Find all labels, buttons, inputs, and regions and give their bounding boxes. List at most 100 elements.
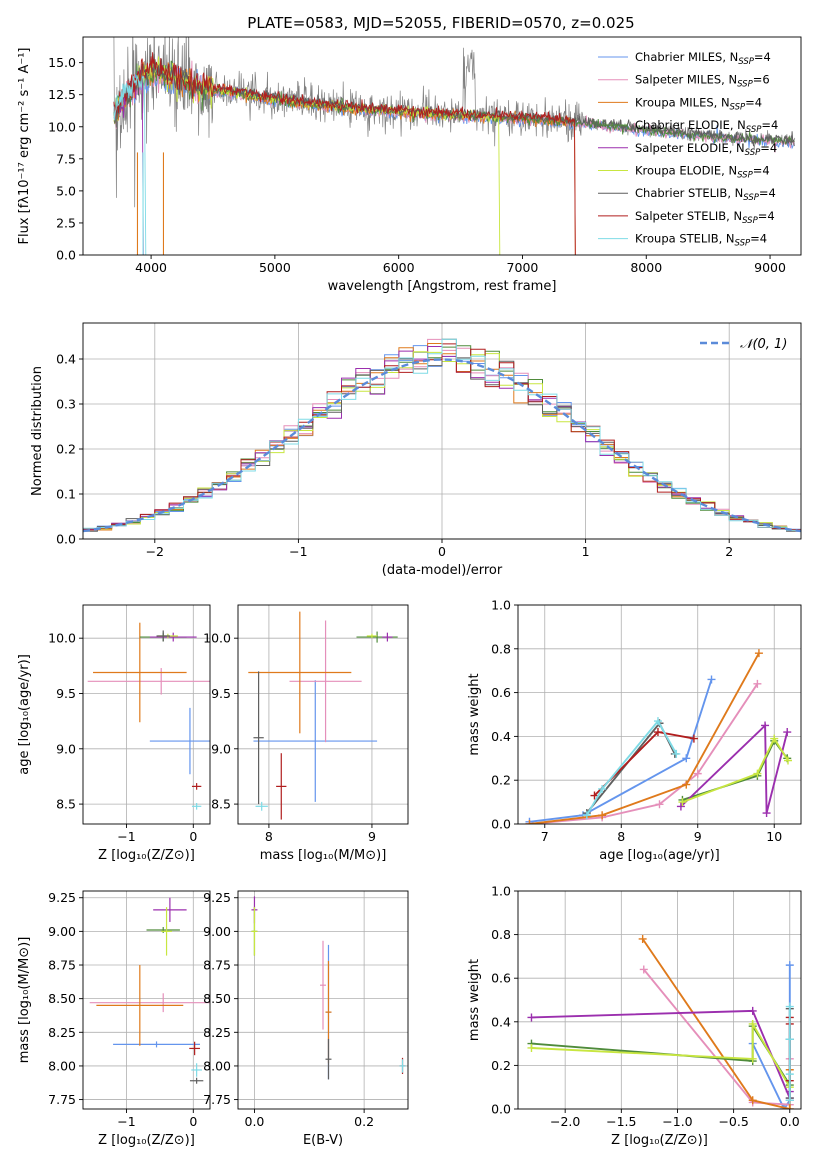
weight-line [680, 723, 789, 814]
weight-marker [676, 802, 685, 811]
legend-label: Salpeter ELODIE, NSSP=4 [635, 141, 777, 158]
plot-area [251, 896, 406, 1080]
axes-frame [82, 604, 211, 825]
x-tick-label: 0 [438, 544, 446, 559]
weight-series [525, 649, 763, 824]
weight-marker [748, 1054, 757, 1063]
y-tick-label: 0.2 [56, 442, 76, 457]
plot-area [113, 37, 796, 255]
weight-marker [527, 1013, 536, 1022]
axes-frame [237, 890, 409, 1110]
legend-label: 𝒩(0, 1) [740, 337, 787, 352]
x-tick-label: 6000 [383, 260, 415, 275]
weight-marker [785, 1002, 794, 1011]
y-axis-label: mass weight [467, 673, 482, 755]
y-tick-label: 1.0 [491, 598, 511, 613]
weight-marker [785, 961, 794, 970]
y-tick-label: 9.0 [56, 741, 76, 756]
y-tick-label: 9.0 [211, 741, 231, 756]
x-axis-label: E(B-V) [303, 1133, 343, 1148]
weight-marker [682, 754, 691, 763]
weight-marker [655, 800, 664, 809]
errorbar-point [399, 1059, 406, 1073]
x-tick-label: 0.2 [354, 1114, 374, 1129]
weight-series [678, 734, 792, 807]
errorbar-point [149, 707, 210, 775]
weight-marker [525, 820, 534, 824]
y-axis-label: mass [log₁₀(M/M⊙)] [17, 937, 32, 1064]
y-tick-label: 9.00 [48, 924, 76, 939]
weight-marker [689, 734, 698, 743]
y-tick-label: 15.0 [48, 55, 76, 70]
y-tick-label: 10.0 [48, 119, 76, 134]
plot-area [248, 611, 398, 820]
legend-label: Chabrier ELODIE, NSSP=4 [635, 118, 778, 135]
x-tick-label: 2 [725, 544, 733, 559]
y-tick-label: 0.6 [491, 685, 511, 700]
y-tick-label: 0.1 [56, 487, 76, 502]
y-axis-label: Normed distribution [30, 366, 45, 496]
weight-marker [678, 798, 687, 807]
weight-marker [761, 721, 770, 730]
legend-label: Kroupa ELODIE, NSSP=4 [635, 164, 770, 181]
x-tick-label: −1 [117, 829, 135, 844]
histogram-legend: 𝒩(0, 1) [700, 337, 787, 352]
panel-mass-weight-vs-age: 7 8 9 10 0.0 0.2 0.4 0.6 0.8 1.0 age [log₁₀(age/yr… [467, 598, 802, 863]
errorbar-point [276, 753, 287, 820]
x-tick-label: 8 [265, 829, 273, 844]
legend-label: Kroupa STELIB, NSSP=4 [635, 232, 767, 249]
x-tick-label: 10 [766, 829, 782, 844]
y-tick-label: 9.5 [56, 686, 76, 701]
y-tick-label: 7.75 [48, 1092, 76, 1107]
y-tick-label: 9.25 [48, 890, 76, 905]
errorbar-point [96, 965, 184, 1046]
errorbar-point [191, 783, 202, 790]
panel-residual-histogram: −2 −1 0 1 2 0.0 0.1 0.2 0.3 0.4 (data-model)/error… [30, 322, 802, 578]
panel-mass-weight-vs-z: −2.0 −1.5 −1.0 −0.5 0.0 0.0 0.2 0.4 0.6 0.8 1.0 Z [… [467, 884, 802, 1148]
weight-series [582, 717, 681, 820]
errorbar-point [93, 622, 187, 723]
y-tick-label: 5.0 [56, 183, 76, 198]
weight-marker [785, 1070, 794, 1079]
errorbar-point [289, 620, 362, 743]
weight-series [676, 721, 792, 818]
y-tick-label: 0.4 [491, 729, 511, 744]
weight-marker [754, 649, 763, 658]
errorbar-point [146, 927, 180, 934]
weight-marker [682, 780, 691, 789]
errorbar-point [366, 633, 378, 639]
x-tick-label: −2.0 [550, 1114, 580, 1129]
errorbar-point [89, 993, 210, 1013]
errorbar-point [161, 907, 172, 956]
x-tick-label: 0.0 [780, 1114, 800, 1129]
weight-marker [598, 811, 607, 820]
errorbar-point [149, 632, 197, 642]
spectrum-legend: Chabrier MILES, NSSP=4 Salpeter MILES, NS… [598, 50, 778, 249]
y-tick-label: 0.0 [56, 532, 76, 547]
weight-series [590, 728, 698, 800]
weight-marker [770, 734, 779, 743]
y-tick-label: 8.50 [203, 991, 231, 1006]
x-tick-label: 0.0 [245, 1114, 265, 1129]
weight-line [531, 1020, 791, 1088]
x-tick-label: −1 [117, 1114, 135, 1129]
y-tick-label: 1.0 [491, 884, 511, 899]
errorbar-point [325, 1039, 332, 1080]
y-tick-label: 8.5 [56, 797, 76, 812]
x-tick-label: −1.5 [606, 1114, 636, 1129]
x-axis-label: Z [log₁₀(Z/Z⊙)] [611, 1133, 708, 1148]
weight-line [529, 652, 760, 824]
y-axis-label: mass weight [467, 959, 482, 1041]
figure-title: PLATE=0583, MJD=52055, FIBERID=0570, z=0… [247, 14, 634, 32]
weight-marker [582, 811, 591, 820]
x-tick-label: 0 [189, 829, 197, 844]
errorbar-point [191, 802, 202, 810]
y-tick-label: 2.5 [56, 215, 76, 230]
y-tick-label: 0.8 [491, 641, 511, 656]
panel-age-vs-mass: 8 9 8.5 9.0 9.5 10.0 mass [log₁₀(M/M⊙)] [203, 604, 409, 863]
panel-age-vs-z: −1 0 8.5 9.0 9.5 10.0 Z [log₁₀(Z/Z⊙)] age [log₁… [17, 604, 211, 863]
errorbar-point [153, 897, 187, 922]
y-tick-label: 8.75 [203, 958, 231, 973]
